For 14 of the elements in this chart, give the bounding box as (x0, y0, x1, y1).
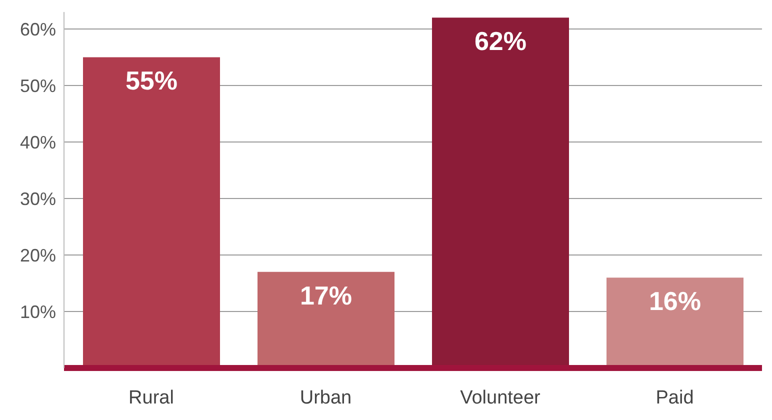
x-tick-label: Paid (656, 387, 694, 408)
x-tick-label: Volunteer (460, 387, 542, 408)
y-tick-label: 50% (20, 76, 56, 96)
x-tick-label: Urban (300, 387, 352, 408)
y-tick-label: 10% (20, 302, 56, 322)
data-label: 17% (300, 280, 352, 310)
data-label: 16% (648, 286, 702, 316)
y-tick-label: 40% (20, 132, 56, 152)
data-label: 55% (125, 66, 178, 96)
x-tick-label: Rural (128, 387, 174, 408)
y-tick-label: 20% (20, 245, 56, 266)
data-label: 62% (474, 26, 527, 56)
y-tick-label: 30% (20, 188, 56, 209)
y-tick-label: 60% (20, 19, 56, 40)
